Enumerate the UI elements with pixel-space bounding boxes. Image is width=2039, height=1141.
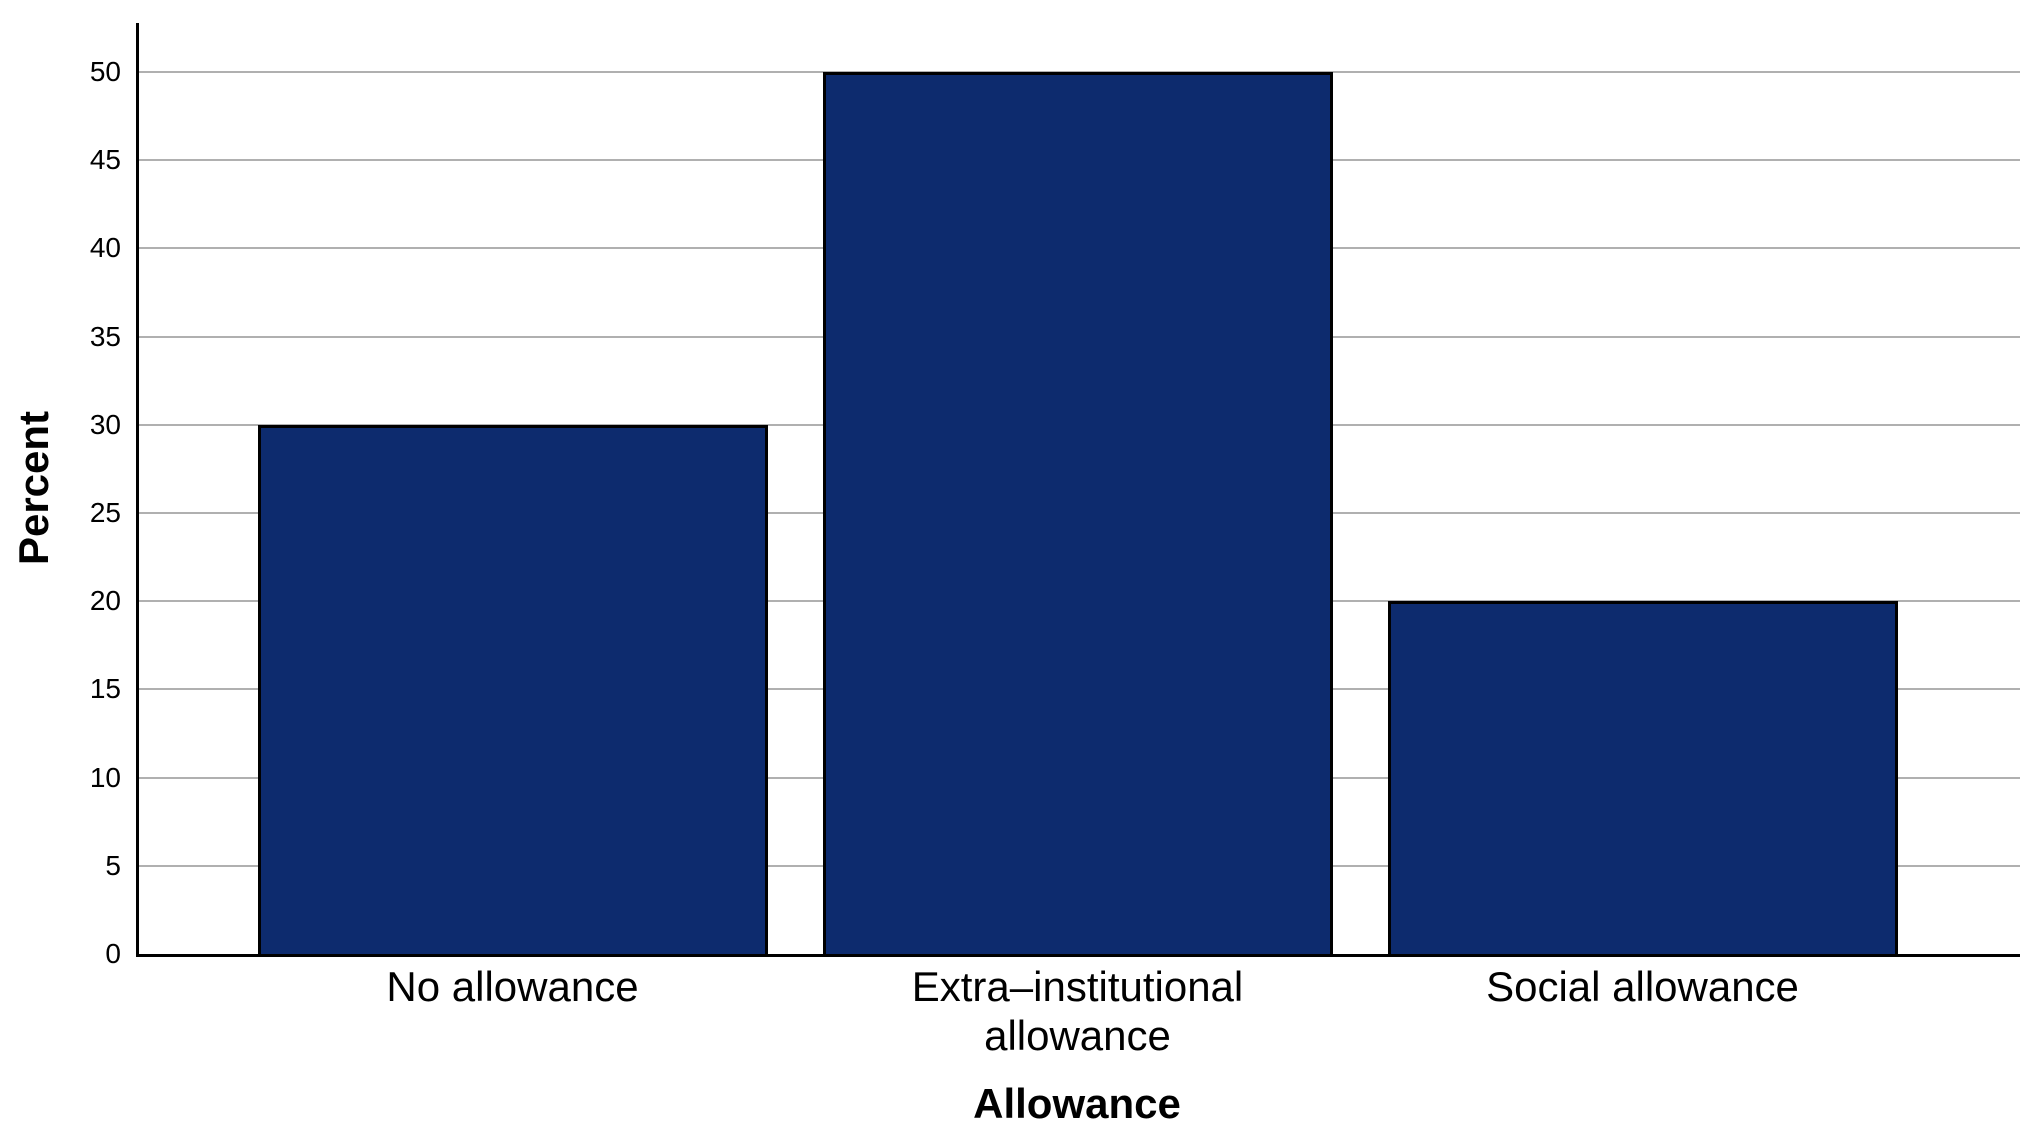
y-tick-label-50: 50 bbox=[89, 56, 121, 87]
y-tick-label-25: 25 bbox=[89, 497, 121, 528]
bar-no-allowance bbox=[257, 424, 768, 954]
y-tick-label-5: 5 bbox=[105, 849, 121, 881]
plot-area bbox=[136, 23, 2020, 957]
y-tick-label-45: 45 bbox=[89, 144, 121, 176]
y-tick-label-30: 30 bbox=[89, 408, 121, 440]
y-tick-label-0: 0 bbox=[105, 938, 121, 969]
y-tick-label-20: 20 bbox=[89, 585, 121, 617]
x-category-label-no-allowance: No allowance bbox=[386, 963, 639, 1010]
y-tick-label-40: 40 bbox=[89, 232, 121, 264]
y-tick-label-35: 35 bbox=[89, 320, 121, 352]
x-axis-title: Allowance bbox=[973, 1080, 1181, 1127]
y-tick-label-10: 10 bbox=[89, 761, 121, 793]
bar-social-allowance bbox=[1387, 601, 1898, 954]
x-category-label-extra-institutional-allowance: Extra–institutional allowance bbox=[911, 963, 1244, 1060]
bar-extra-institutional-allowance bbox=[822, 72, 1333, 954]
y-tick-label-15: 15 bbox=[89, 673, 121, 705]
x-category-label-social-allowance: Social allowance bbox=[1486, 963, 1799, 1010]
